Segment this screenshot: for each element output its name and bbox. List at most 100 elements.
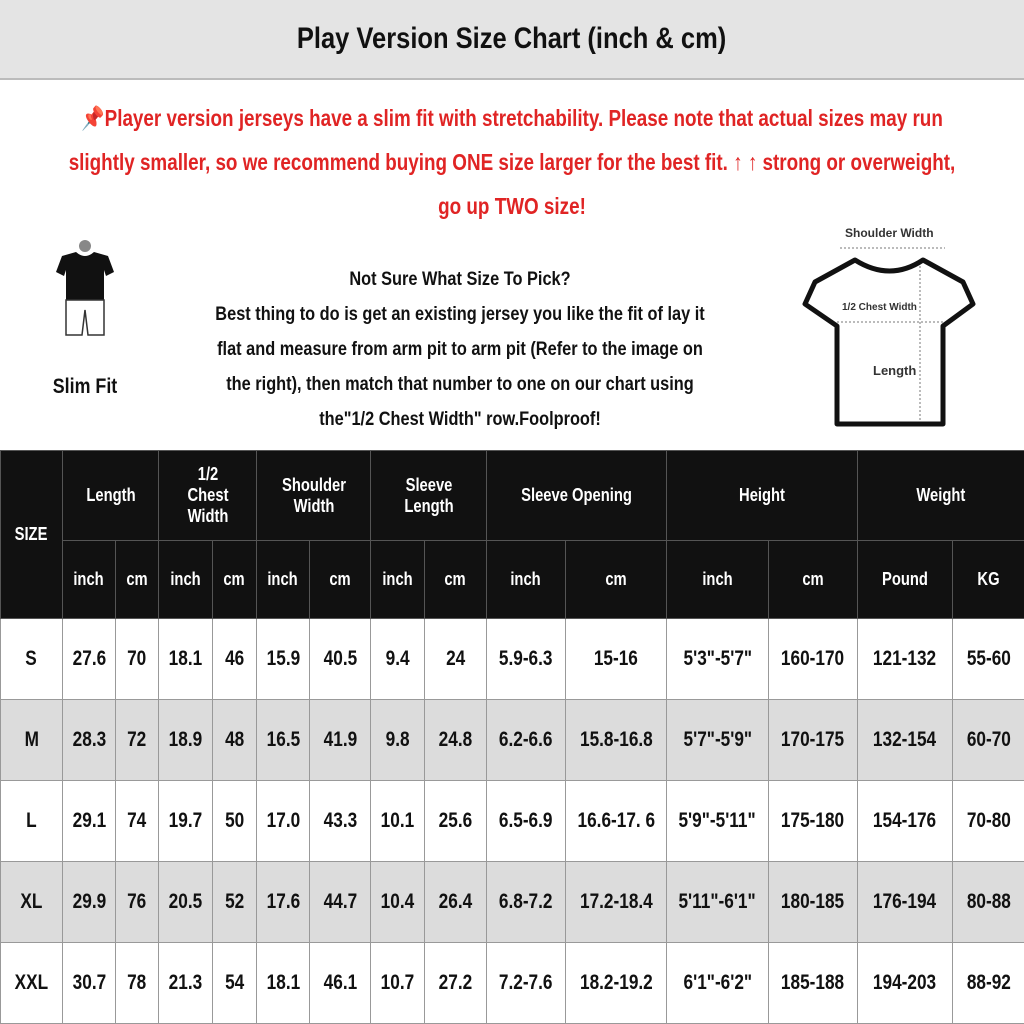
tshirt-icon [802,247,976,427]
unit-header: cm [564,540,668,619]
size-cell: M [0,699,63,781]
table-cell: 17.0 [256,780,310,862]
table-cell: 21.3 [158,942,213,1024]
table-cell: 9.8 [370,699,425,781]
table-cell: 46 [212,618,257,700]
table-cell: 17.6 [256,861,310,943]
unit-header: inch [666,540,770,619]
table-cell: 15.8-16.8 [564,699,668,781]
table-cell: 160-170 [768,618,859,700]
table-cell: 40.5 [309,618,371,700]
group-header: Shoulder Width [256,450,371,541]
fit-notice: 📌Player version jerseys have a slim fit … [0,96,1024,228]
table-cell: 72 [115,699,159,781]
table-cell: 60-70 [952,699,1024,781]
notice-line-1: Player version jerseys have a slim fit w… [104,105,943,131]
table-cell: 10.4 [370,861,425,943]
table-cell: 24.8 [424,699,487,781]
table-cell: 9.4 [370,618,425,700]
table-cell: 78 [115,942,159,1024]
table-cell: 30.7 [62,942,116,1024]
table-cell: 6.2-6.6 [486,699,566,781]
help-line-1: Best thing to do is get an existing jers… [215,304,705,325]
group-header: 1/2 Chest Width [158,450,257,541]
table-cell: 80-88 [952,861,1024,943]
help-heading: Not Sure What Size To Pick? [349,269,571,290]
notice-line-3: go up TWO size! [438,193,586,219]
unit-header: cm [212,540,257,619]
table-cell: 76 [115,861,159,943]
size-cell: XL [0,861,63,943]
table-cell: 41.9 [309,699,371,781]
table-cell: 5'3"-5'7" [666,618,770,700]
table-cell: 18.1 [256,942,310,1024]
table-cell: 28.3 [62,699,116,781]
group-header: Sleeve Length [370,450,487,541]
table-cell: 48 [212,699,257,781]
table-cell: 43.3 [309,780,371,862]
table-cell: 6'1"-6'2" [666,942,770,1024]
table-cell: 29.9 [62,861,116,943]
table-cell: 154-176 [857,780,954,862]
table-cell: 18.1 [158,618,213,700]
notice-line-2: slightly smaller, so we recommend buying… [68,149,956,175]
unit-header: Pound [857,540,954,619]
page-title: Play Version Size Chart (inch & cm) [297,22,727,55]
size-help: Not Sure What Size To Pick? Best thing t… [150,262,770,437]
pushpin-icon: 📌 [81,105,105,131]
table-cell: 50 [212,780,257,862]
table-cell: 15-16 [564,618,668,700]
table-cell: 5'9"-5'11" [666,780,770,862]
table-cell: 20.5 [158,861,213,943]
size-table: SIZE Length 1/2 Chest Width Shoulder Wid… [0,450,1024,1024]
shoulder-width-label: Shoulder Width [845,226,934,240]
table-cell: 27.6 [62,618,116,700]
table-cell: 27.2 [424,942,487,1024]
group-header: Weight [857,450,1024,541]
slim-fit-mannequin-icon [56,240,114,336]
table-row: XXL 30.7 78 21.3 54 18.1 46.1 10.7 27.2 7.2-7.6 18… [0,942,1024,1024]
table-row: L 29.1 74 19.7 50 17.0 43.3 10.1 25.6 6.5-6.9 16.6… [0,780,1024,862]
unit-header: cm [424,540,487,619]
table-cell: 194-203 [857,942,954,1024]
table-cell: 46.1 [309,942,371,1024]
unit-header: inch [158,540,213,619]
help-line-2: flat and measure from arm pit to arm pit… [217,339,703,360]
group-header: Sleeve Opening [485,450,668,541]
table-cell: 26.4 [424,861,487,943]
size-cell: L [0,780,63,862]
table-cell: 132-154 [857,699,954,781]
table-cell: 185-188 [768,942,859,1024]
table-cell: 6.8-7.2 [486,861,566,943]
table-cell: 18.2-19.2 [564,942,668,1024]
table-cell: 16.5 [256,699,310,781]
unit-header: KG [952,540,1024,619]
slim-fit-label: Slim Fit [52,375,118,398]
unit-header: cm [309,540,371,619]
table-cell: 15.9 [256,618,310,700]
table-cell: 54 [212,942,257,1024]
size-cell: S [0,618,63,700]
unit-header: inch [256,540,310,619]
table-cell: 5'7"-5'9" [666,699,770,781]
table-cell: 55-60 [952,618,1024,700]
table-row: M 28.3 72 18.9 48 16.5 41.9 9.8 24.8 6.2-6.6 15.8-… [0,699,1024,781]
table-cell: 10.1 [370,780,425,862]
group-header: Height [666,450,859,541]
size-header: SIZE [0,450,63,619]
table-cell: 16.6-17. 6 [564,780,668,862]
slim-fit-figure: Slim Fit [30,240,140,399]
table-cell: 70-80 [952,780,1024,862]
table-cell: 170-175 [768,699,859,781]
table-cell: 44.7 [309,861,371,943]
table-cell: 7.2-7.6 [486,942,566,1024]
unit-header: inch [486,540,566,619]
table-cell: 19.7 [158,780,213,862]
table-cell: 175-180 [768,780,859,862]
measurement-diagram: Shoulder Width 1/2 Chest Width Length [795,222,985,437]
length-label: Length [873,363,917,378]
table-cell: 10.7 [370,942,425,1024]
table-cell: 176-194 [857,861,954,943]
table-cell: 180-185 [768,861,859,943]
group-header: Length [62,450,159,541]
